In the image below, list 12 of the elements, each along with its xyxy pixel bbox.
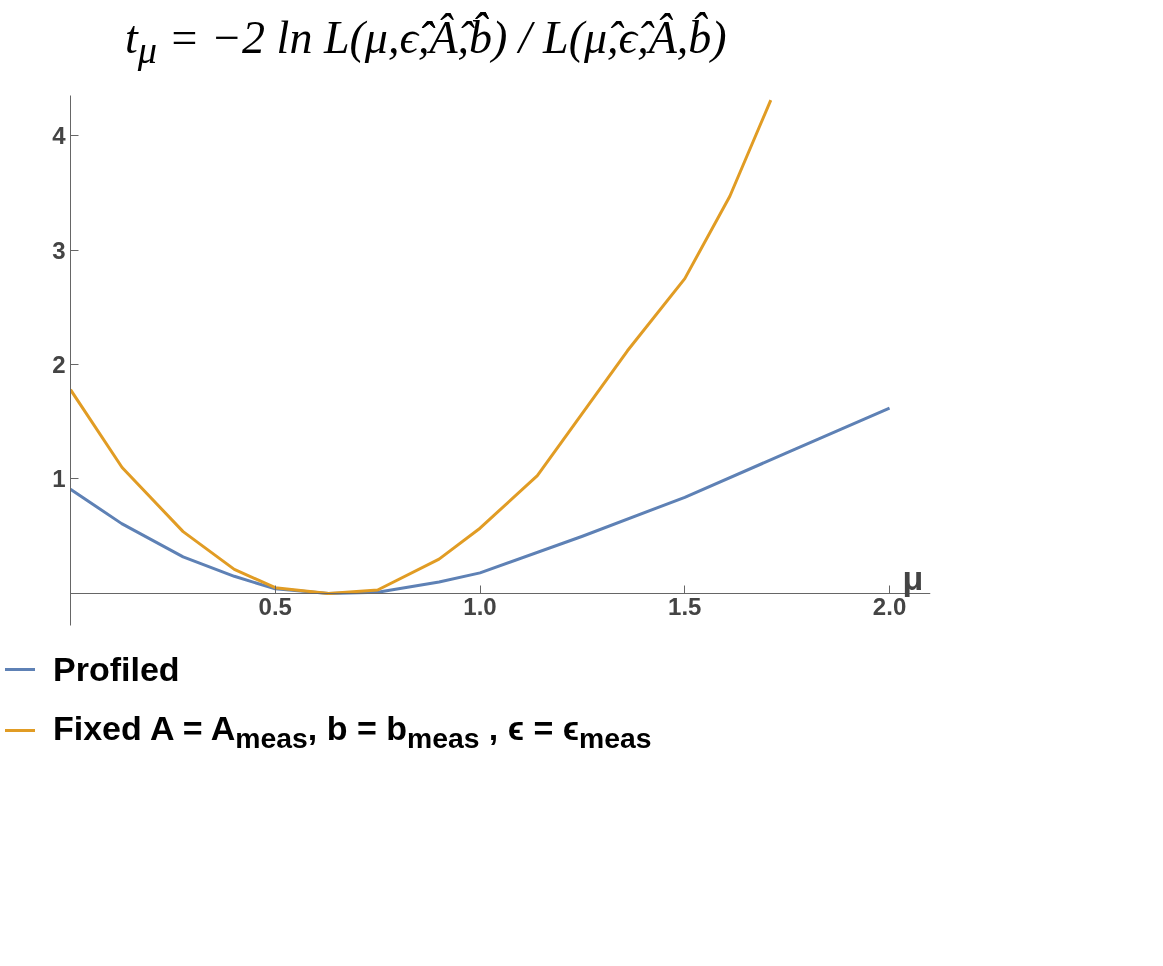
x-tick-label: 0.5 [258, 593, 292, 621]
x-tick-label: 1.0 [463, 593, 497, 621]
legend-label: Profiled [53, 649, 180, 690]
y-tick-label: 4 [52, 122, 67, 150]
legend-label: Fixed A = A$_{meas}$, b = b$_{meas}$ , ϵ = ϵ$_{meas}$ [53, 707, 652, 756]
y-tick-label: 3 [52, 236, 66, 264]
chart-title: t$_{μ}$ = −2 ln L(μ,ϵ̂̂,Â̂,b̂̂) / L(μ̂,ϵ̂,Â,b̂) [124, 11, 727, 74]
x-tick-label: 1.5 [668, 593, 702, 621]
y-tick-label: 1 [52, 465, 66, 493]
x-axis-title: μ [902, 559, 924, 598]
y-tick-label: 2 [52, 351, 66, 379]
line-series [70, 98, 773, 595]
